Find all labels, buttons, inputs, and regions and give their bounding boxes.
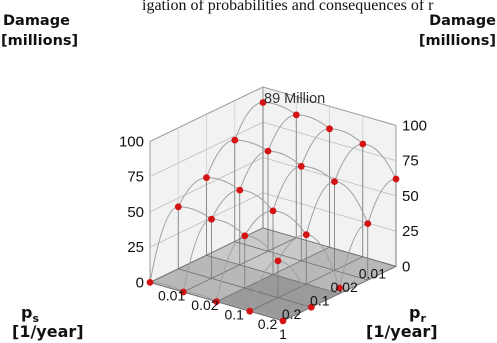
data-point [269,207,277,215]
z-tick-label-right: 25 [402,223,419,240]
data-point [259,99,267,106]
z-tick-label-left: 0 [136,274,144,291]
data-point [246,307,254,315]
ps-tick-label: 0.1 [310,293,330,309]
ps-tick-label: 0.2 [282,306,302,322]
x-axis-label-sub: s [32,312,39,325]
y-axis-label-main: p [409,303,420,322]
data-point [179,288,187,296]
z-tick-label-left: 25 [127,239,144,256]
data-point [208,215,215,223]
data-point [302,231,310,239]
data-point [292,111,300,119]
data-point [146,279,154,286]
x-axis-unit: [1/year] [12,322,84,341]
data-point [174,203,182,211]
pr-tick-label: 0.1 [225,307,245,323]
z-label-right-line2: [millions] [419,33,496,49]
z-label-left-line1: Damage [3,13,70,29]
data-point [392,175,400,183]
data-point [236,186,244,194]
z-tick-label-left: 75 [127,169,144,186]
peak-annotation: 89 Million [264,91,325,107]
ps-tick-label: 0.02 [331,279,358,295]
caption-fragment: igation of probabilities and consequence… [142,0,434,14]
x-axis-label: ps [21,303,39,325]
ps-tick-label: 1 [279,326,287,342]
data-point [297,162,305,170]
data-point [364,220,372,228]
z-tick-label-right: 100 [402,117,427,134]
pr-tick-label: 0.02 [191,297,218,313]
z-tick-label-right: 50 [402,188,419,205]
data-point [274,257,282,265]
data-point [307,303,315,311]
z-tick-label-right: 0 [402,258,410,275]
data-point [359,140,367,148]
pr-tick-label: 0.01 [158,287,185,303]
ps-tick-label: 0.01 [359,265,386,281]
data-point [336,284,343,292]
data-point [203,174,210,182]
z-label-right-line1: Damage [429,13,496,29]
data-point [279,317,287,325]
x-axis-label-main: p [21,303,32,322]
z-tick-label-left: 50 [127,204,144,221]
data-point [231,136,239,144]
data-point [264,147,272,155]
z-tick-label-right: 75 [402,153,419,170]
data-point [326,125,333,133]
data-point [241,232,249,240]
z-tick-label-left: 100 [119,133,144,150]
pr-tick-label: 0.2 [258,316,278,332]
data-point [213,298,220,305]
data-point [331,178,338,186]
y-axis-label-sub: r [420,312,426,325]
y-axis-unit: [1/year] [366,322,438,341]
y-axis-label: pr [409,303,426,325]
z-label-left-line2: [millions] [1,33,78,49]
